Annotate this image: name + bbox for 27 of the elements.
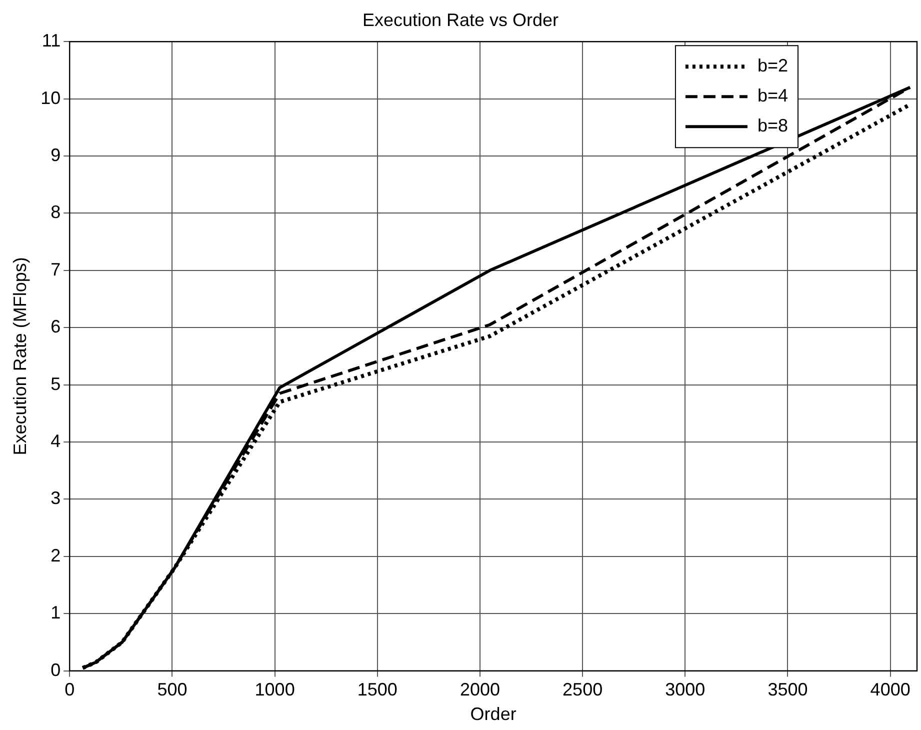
y-tick-label: 10 xyxy=(40,88,61,108)
legend-label: b=4 xyxy=(757,86,788,106)
x-tick-label: 500 xyxy=(157,680,188,700)
y-tick-label: 2 xyxy=(50,545,61,566)
x-tick-label: 1500 xyxy=(357,680,398,700)
y-tick-label: 7 xyxy=(50,259,61,280)
y-tick-label: 8 xyxy=(50,202,61,222)
x-tick-label: 3500 xyxy=(768,680,808,700)
y-tick-label: 0 xyxy=(50,660,61,680)
chart-title: Execution Rate vs Order xyxy=(362,10,559,30)
x-tick-label: 2000 xyxy=(460,680,500,700)
legend-label: b=8 xyxy=(757,116,788,136)
x-tick-label: 1000 xyxy=(254,680,295,700)
y-tick-label: 1 xyxy=(50,602,61,623)
x-tick-label: 3000 xyxy=(665,680,706,700)
x-tick-label: 0 xyxy=(64,680,75,700)
x-axis-title: Order xyxy=(470,704,516,724)
x-tick-label: 2500 xyxy=(562,680,603,700)
y-tick-label: 3 xyxy=(50,488,61,508)
legend-label: b=2 xyxy=(757,56,788,76)
y-tick-label: 6 xyxy=(50,316,61,337)
y-tick-label: 5 xyxy=(50,374,61,394)
y-tick-label: 9 xyxy=(50,144,61,165)
x-tick-label: 4000 xyxy=(870,680,910,700)
y-axis-title: Execution Rate (MFlops) xyxy=(10,257,30,456)
y-tick-label: 4 xyxy=(50,430,61,451)
y-tick-label: 11 xyxy=(42,30,61,51)
